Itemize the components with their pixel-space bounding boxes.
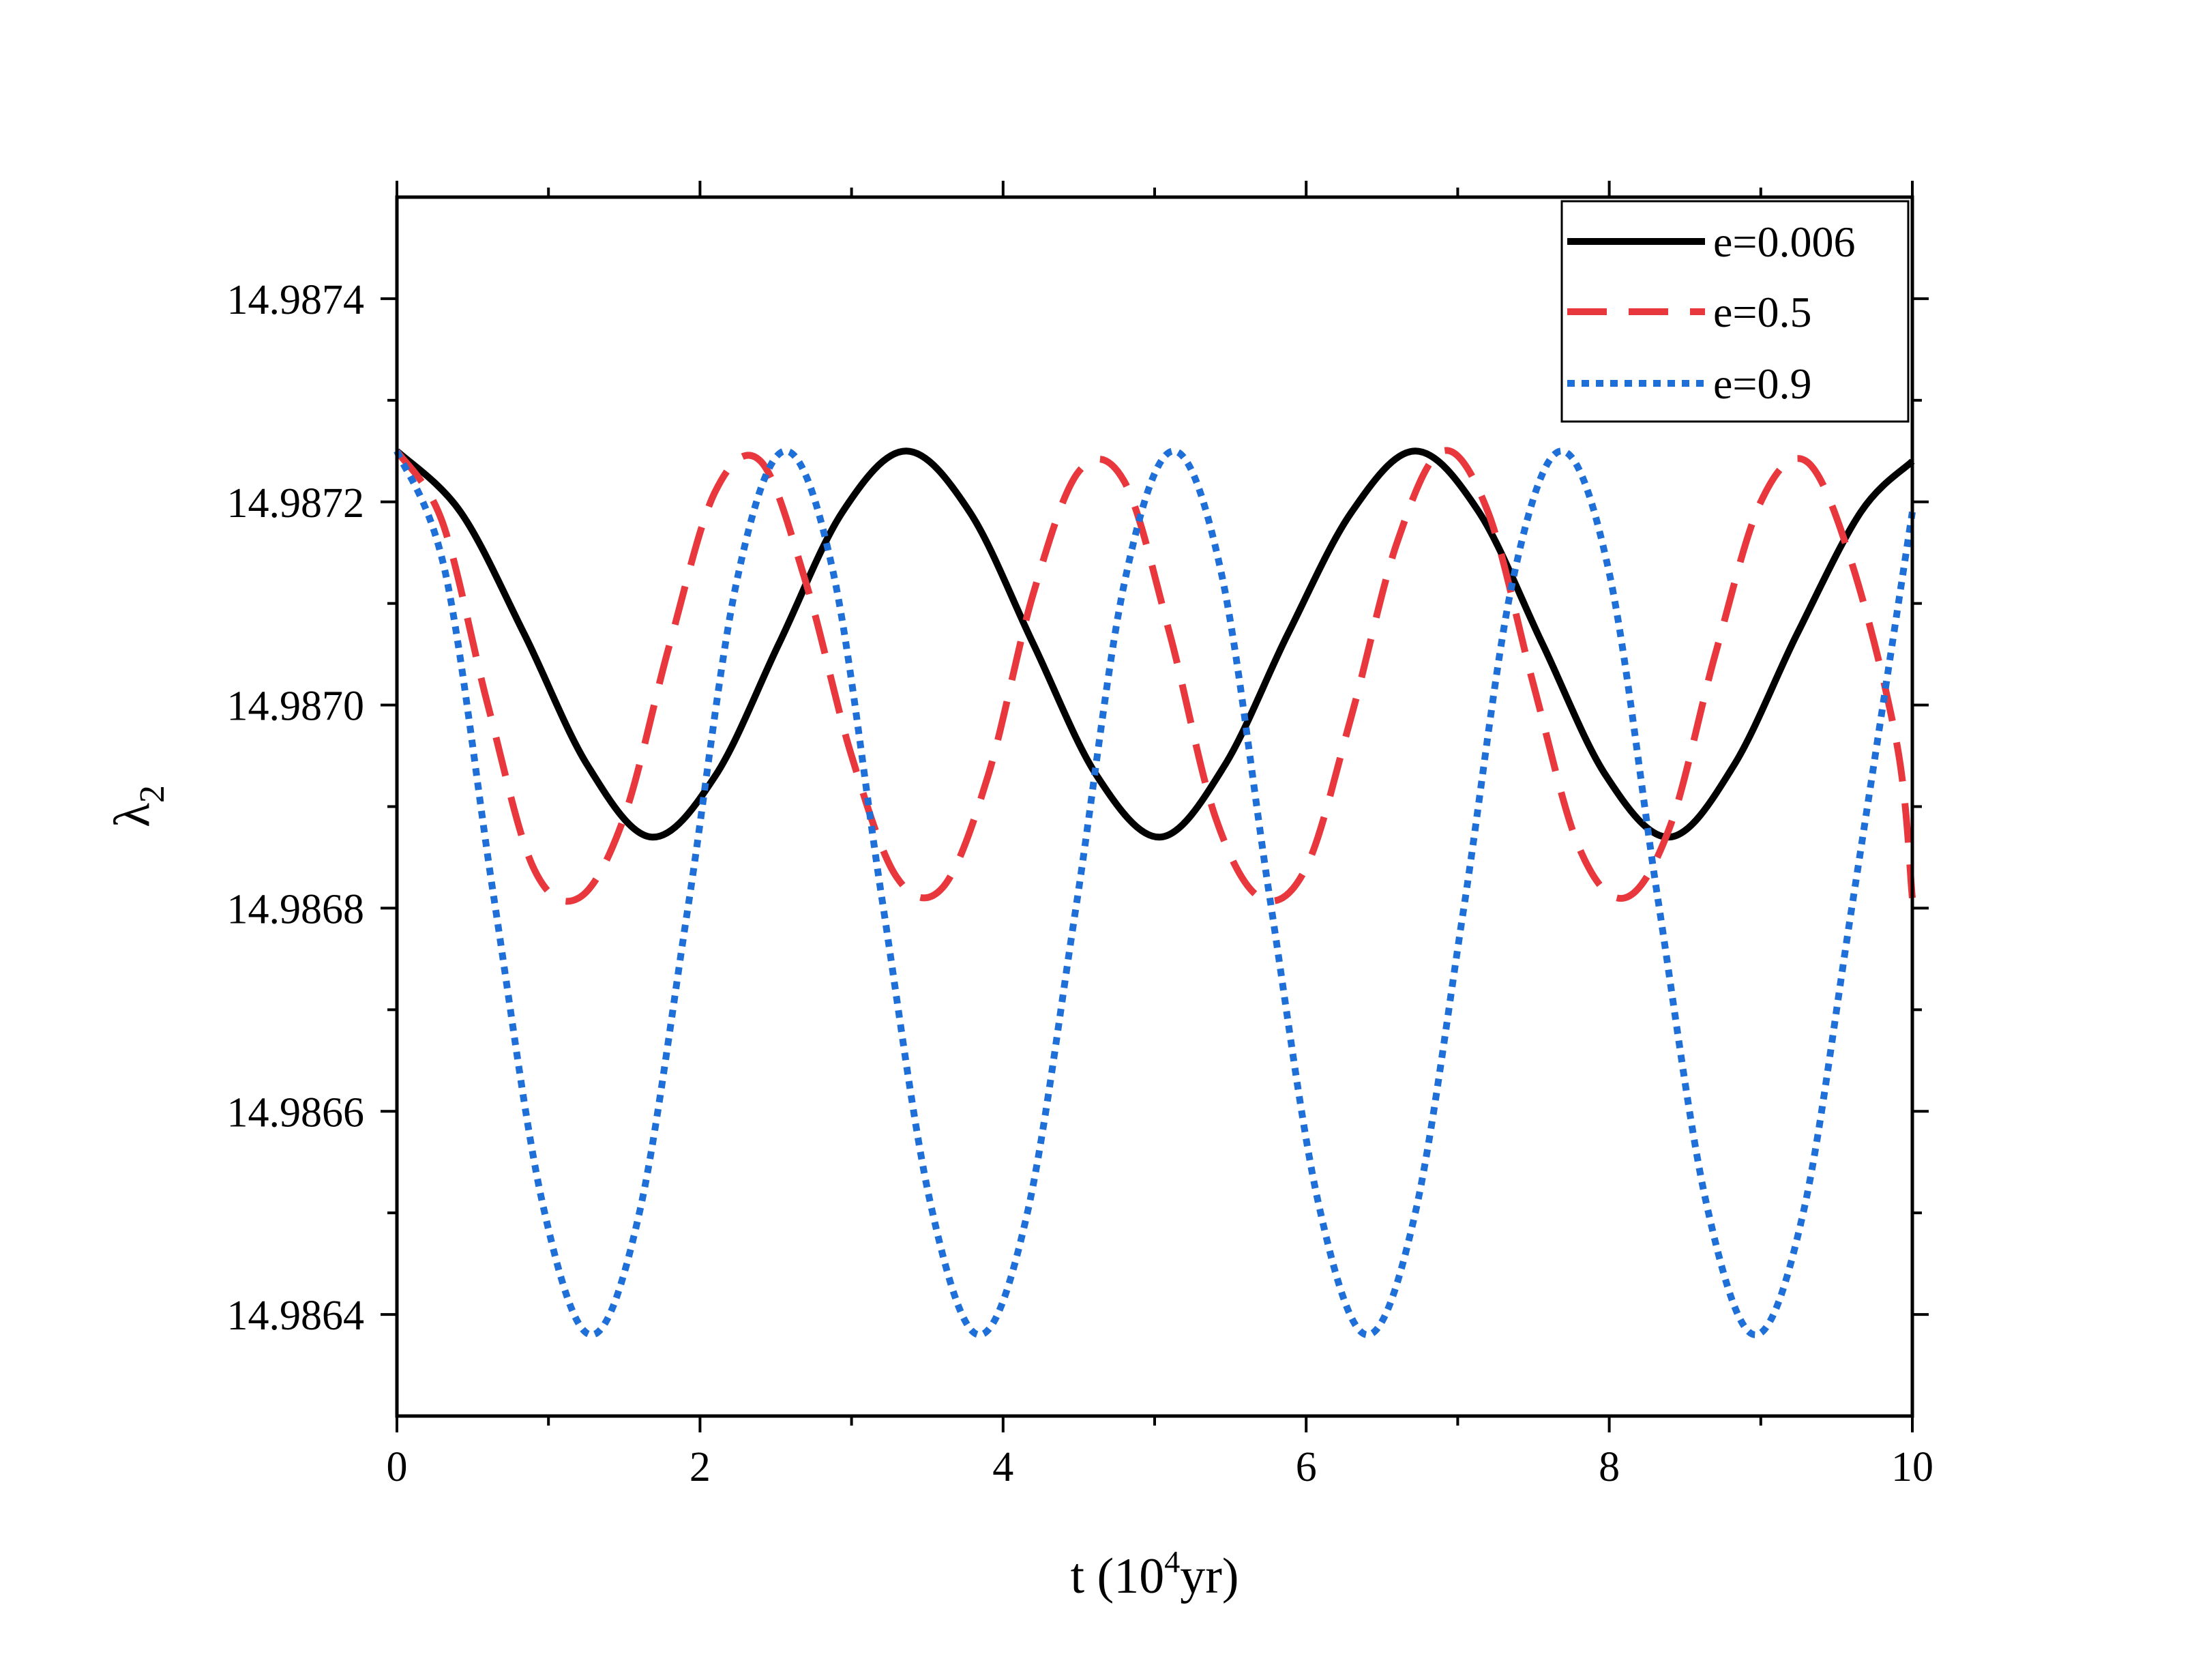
y-tick-label: 14.9864: [227, 1293, 365, 1339]
x-axis-title-prefix: t (10: [1071, 1548, 1165, 1604]
y-axis-title: λ2: [104, 785, 172, 827]
legend: e=0.006 e=0.5 e=0.9: [1560, 200, 1910, 423]
tick-layer: 0 2 4 6 8 10 14.9864 14.9866 14.9868 14.9870 14.98…: [227, 181, 1933, 1490]
x-axis-title-suffix: yr): [1180, 1548, 1239, 1604]
y-tick-label: 14.9872: [227, 480, 365, 527]
series-line-e-0-006: [394, 447, 1915, 841]
x-tick-label: 8: [1599, 1444, 1620, 1490]
y-axis-title-subscript: 2: [133, 785, 172, 803]
legend-label-e-0-006: e=0.006: [1713, 218, 1856, 266]
x-axis-title: t (104yr): [1071, 1544, 1239, 1604]
y-tick-label: 14.9866: [227, 1089, 365, 1136]
x-tick-label: 6: [1296, 1444, 1317, 1490]
x-tick-label: 0: [387, 1444, 408, 1490]
series-line-e-0-9: [394, 447, 1916, 1338]
legend-label-e-0-9: e=0.9: [1713, 359, 1812, 408]
legend-label-e-0-5: e=0.5: [1713, 288, 1812, 336]
series-layer: [394, 447, 1916, 1338]
y-tick-label: 14.9874: [227, 277, 365, 323]
legend-box: [1560, 200, 1910, 423]
x-tick-label: 4: [992, 1444, 1013, 1490]
series-line-e-0-5: [394, 447, 1916, 905]
y-tick-label: 14.9868: [227, 886, 365, 932]
x-tick-label: 2: [690, 1444, 711, 1490]
y-tick-label: 14.9870: [227, 683, 365, 730]
x-axis-title-superscript: 4: [1164, 1544, 1180, 1579]
plot-frame: [395, 195, 1914, 1418]
x-tick-label: 10: [1891, 1444, 1933, 1490]
y-axis-title-main: λ: [104, 803, 160, 827]
